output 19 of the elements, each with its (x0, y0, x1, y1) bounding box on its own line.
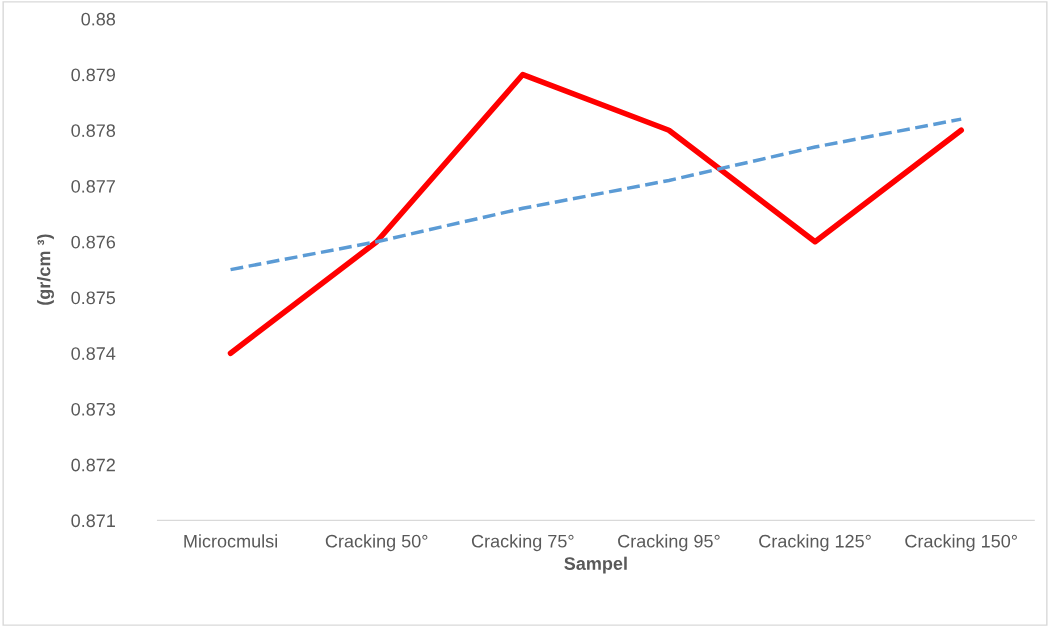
x-tick-label: Cracking 125° (759, 534, 871, 552)
y-tick-label: 0.873 (71, 402, 116, 416)
x-axis-title: Sampel (564, 556, 627, 574)
y-tick-label: 0.876 (71, 235, 116, 249)
y-tick-label: 0.877 (71, 179, 115, 193)
x-tick-label: Cracking 75° (471, 534, 574, 552)
y-tick-label: 0.871 (71, 514, 115, 528)
y-tick-label: 0.878 (71, 124, 116, 137)
y-axis-title: (gr/cm ³) (37, 234, 54, 305)
y-tick-label: 0.872 (71, 458, 115, 472)
x-tick-label: Microcmulsi (184, 534, 277, 548)
x-tick-label: Cracking 50° (325, 534, 428, 552)
x-tick-label: Cracking 95° (618, 534, 720, 552)
y-tick-label: 0.874 (71, 347, 116, 360)
y-tick-label: 0.875 (71, 291, 116, 305)
y-tick-label: 0.88 (81, 12, 116, 26)
y-tick-label: 0.879 (71, 68, 115, 82)
line-series (228, 117, 963, 272)
x-tick-label: Cracking 150° (905, 534, 1017, 552)
